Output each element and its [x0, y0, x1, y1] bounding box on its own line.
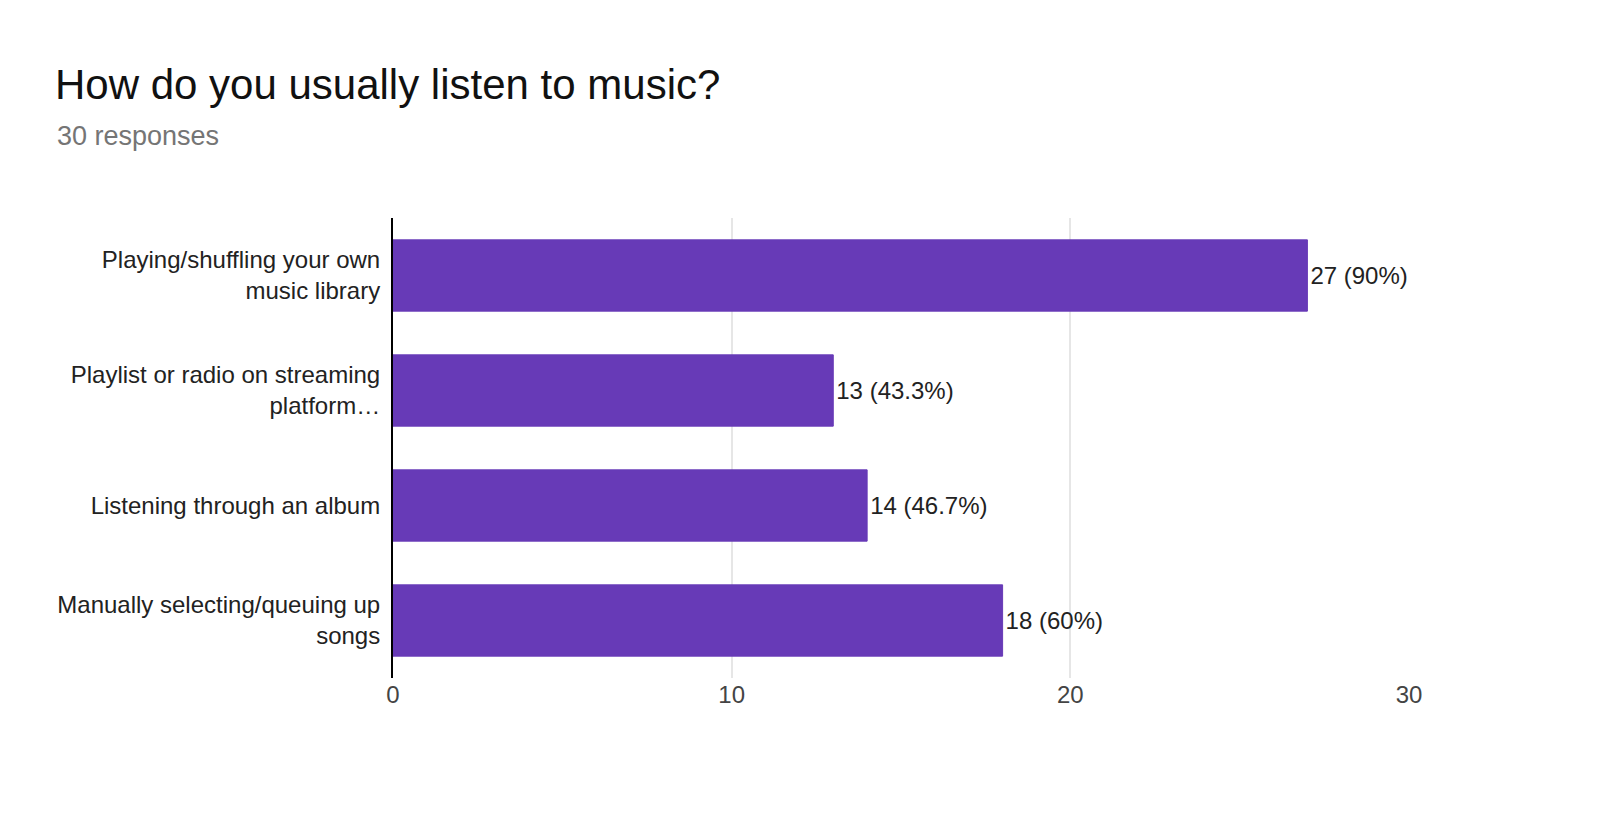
svg-text:13 (43.3%): 13 (43.3%) — [836, 377, 953, 404]
svg-text:30 responses: 30 responses — [57, 121, 219, 151]
svg-text:18 (60%): 18 (60%) — [1006, 607, 1103, 634]
svg-text:Manually selecting/queuing ups: Manually selecting/queuing upsongs — [57, 591, 380, 649]
svg-text:0: 0 — [386, 681, 399, 708]
svg-text:14 (46.7%): 14 (46.7%) — [870, 492, 987, 519]
svg-text:How do you usually listen to m: How do you usually listen to music? — [55, 61, 720, 108]
svg-text:Playlist or radio on streaming: Playlist or radio on streamingplatform… — [71, 361, 380, 419]
svg-text:20: 20 — [1057, 681, 1084, 708]
svg-text:30: 30 — [1396, 681, 1423, 708]
svg-text:Playing/shuffling your ownmusi: Playing/shuffling your ownmusic library — [102, 246, 380, 304]
svg-text:10: 10 — [718, 681, 745, 708]
svg-text:Listening through an album: Listening through an album — [91, 492, 381, 519]
svg-text:27 (90%): 27 (90%) — [1310, 262, 1407, 289]
